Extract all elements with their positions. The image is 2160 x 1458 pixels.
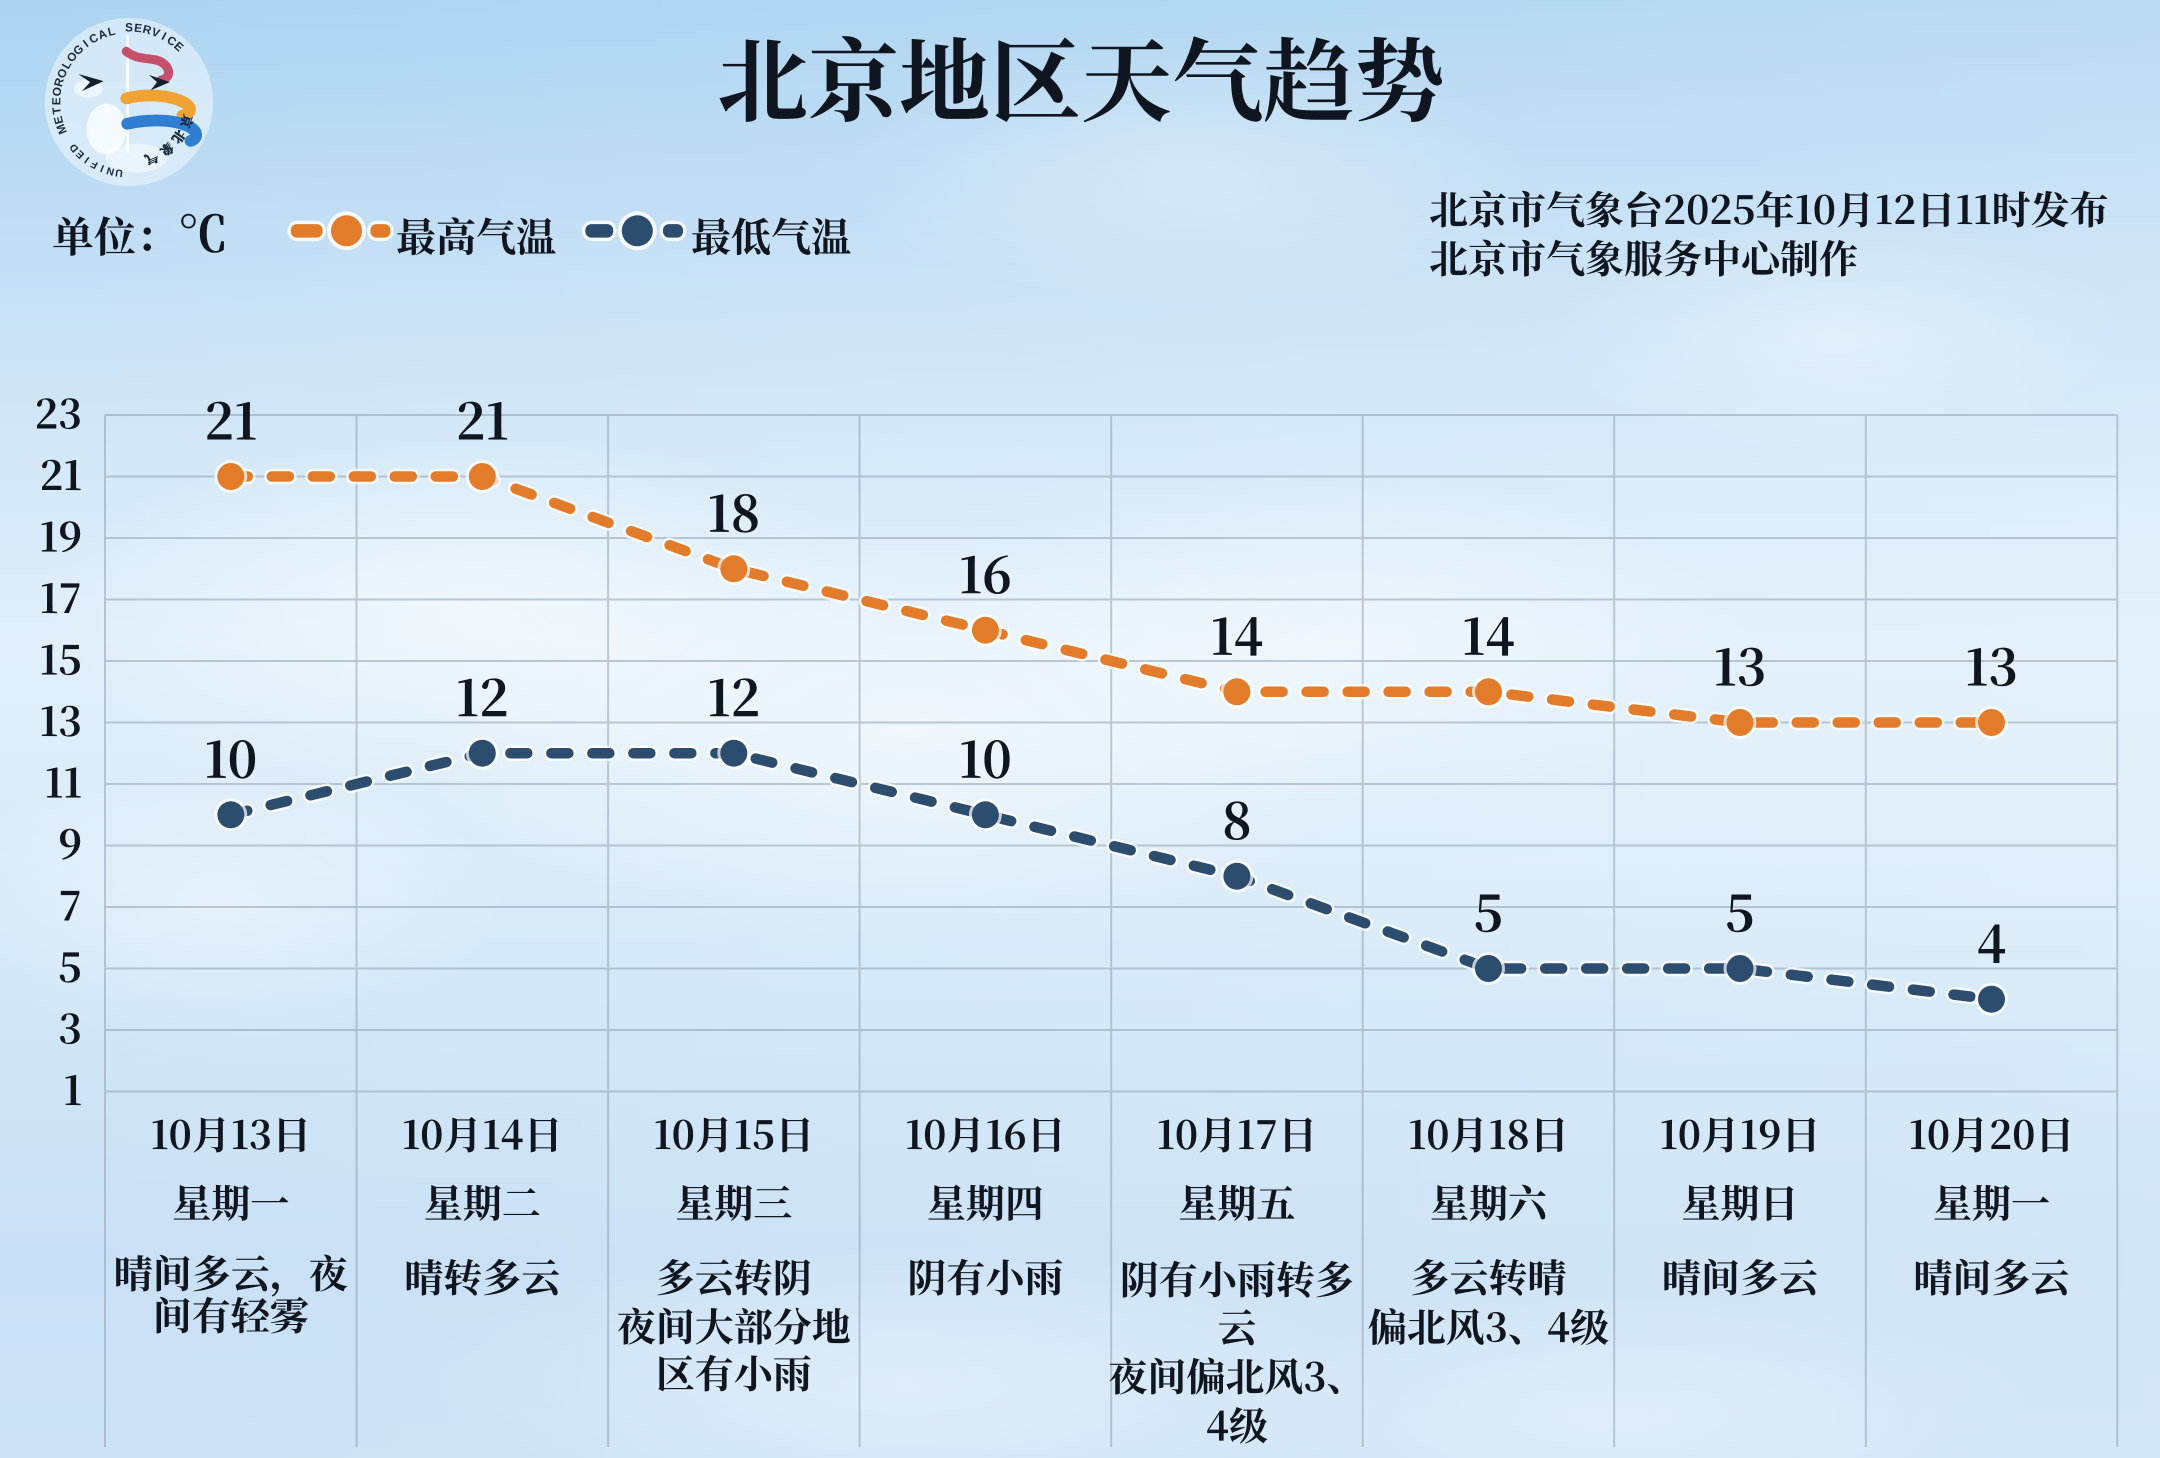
svg-text:R: R bbox=[52, 76, 67, 88]
svg-text:F: F bbox=[89, 158, 100, 171]
svg-text:E: E bbox=[50, 97, 63, 105]
svg-text:T: T bbox=[50, 106, 64, 116]
svg-text:M: M bbox=[54, 122, 70, 136]
svg-text:N: N bbox=[106, 164, 116, 177]
svg-text:O: O bbox=[50, 86, 64, 97]
svg-text:I: I bbox=[159, 30, 168, 43]
svg-text:I: I bbox=[83, 154, 92, 165]
svg-text:E: E bbox=[52, 115, 67, 126]
svg-text:I: I bbox=[81, 38, 91, 50]
svg-text:L: L bbox=[106, 25, 116, 39]
svg-text:U: U bbox=[115, 166, 124, 178]
svg-text:R: R bbox=[141, 23, 153, 38]
svg-text:I: I bbox=[99, 162, 106, 173]
svg-text:S: S bbox=[125, 21, 133, 34]
svg-text:E: E bbox=[133, 22, 143, 36]
